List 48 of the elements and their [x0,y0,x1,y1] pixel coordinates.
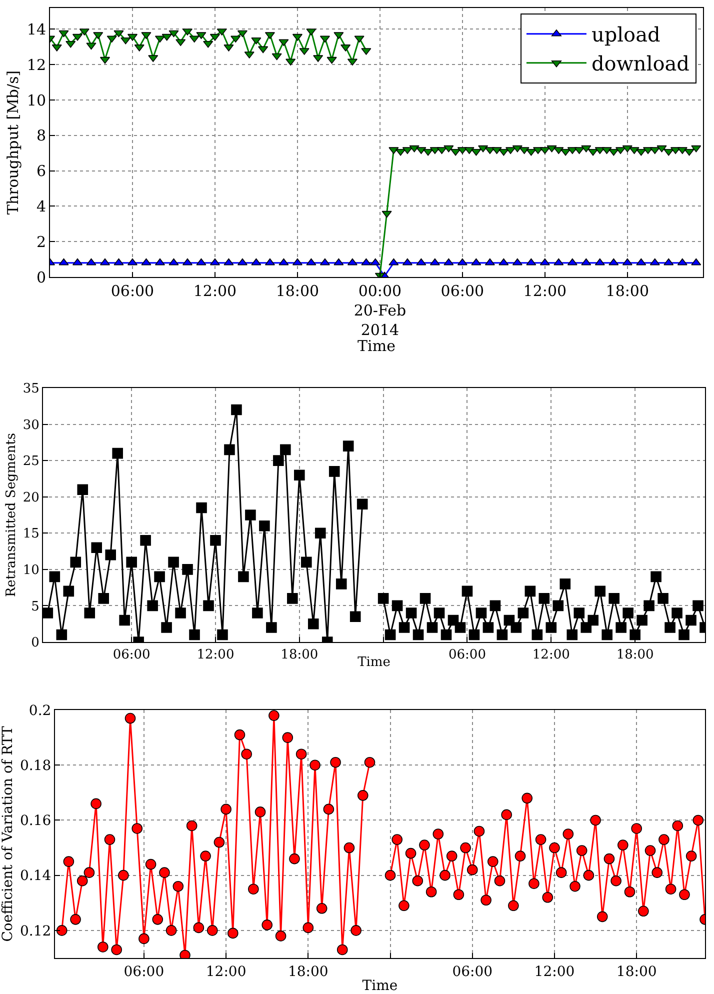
x-tick-label: 12:00 [206,964,246,980]
x-axis-title: Time [362,978,398,994]
y-tick-label: 10 [22,562,40,578]
x-tick-label: 18:00 [616,648,654,663]
y-tick-label: 0.16 [20,813,52,830]
y-tick-label: 6 [36,162,46,180]
y-tick-label: 8 [36,126,46,145]
y-tick-label: 2 [36,232,46,251]
x-tick-label: 12:00 [193,282,237,300]
x-tick-label: 12:00 [523,282,567,300]
x-axis-title: Time [358,655,391,670]
x-tick-label: 06:00 [124,964,164,980]
y-tick-label: 14 [26,20,46,38]
x-tick-label: 18:00 [276,282,320,300]
y-tick-label: 0 [36,268,46,286]
y-tick-label: 0.14 [20,868,52,884]
x-tick-label: 18:00 [280,648,318,663]
y-tick-label: 15 [22,526,40,542]
y-tick-label: 4 [36,197,46,216]
x-tick-label: 06:00 [452,964,493,980]
y-tick-label: 20 [22,490,40,506]
y-tick-label: 10 [26,91,46,110]
y-axis-title: Throughput [Mb/s] [4,70,22,215]
x-tick-label: 06:00 [440,282,484,300]
y-tick-label: 35 [22,382,40,397]
x-tick-label: 18:00 [288,964,328,980]
legend-label: upload [591,22,661,47]
x-tick-label: 18:00 [616,964,657,980]
x-axis-title: Time [358,337,396,355]
y-tick-label: 12 [26,56,46,74]
x-tick-label: 12:00 [534,964,575,980]
y-tick-label: 0.18 [20,758,52,774]
legend-label: download [591,52,690,76]
x-tick-label: 06:00 [112,648,150,663]
x-tick-label: 12:00 [532,648,570,663]
x-tick-label: 00:00 20-Feb 2014 [354,282,406,339]
y-tick-label: 5 [31,599,40,614]
x-tick-label: 06:00 [110,282,154,300]
x-tick-label: 06:00 [448,648,486,663]
y-tick-label: 25 [22,454,40,470]
y-tick-label: 0.2 [28,702,52,719]
y-tick-label: 30 [22,418,40,433]
y-axis-title: Retransmitted Segments [4,432,19,598]
y-tick-label: 0.12 [20,923,52,940]
y-axis-title: Coefficient of Variation of RTT [0,726,16,942]
y-tick-label: 0 [31,636,40,651]
x-tick-label: 18:00 [606,282,650,300]
x-tick-label: 12:00 [196,648,234,663]
